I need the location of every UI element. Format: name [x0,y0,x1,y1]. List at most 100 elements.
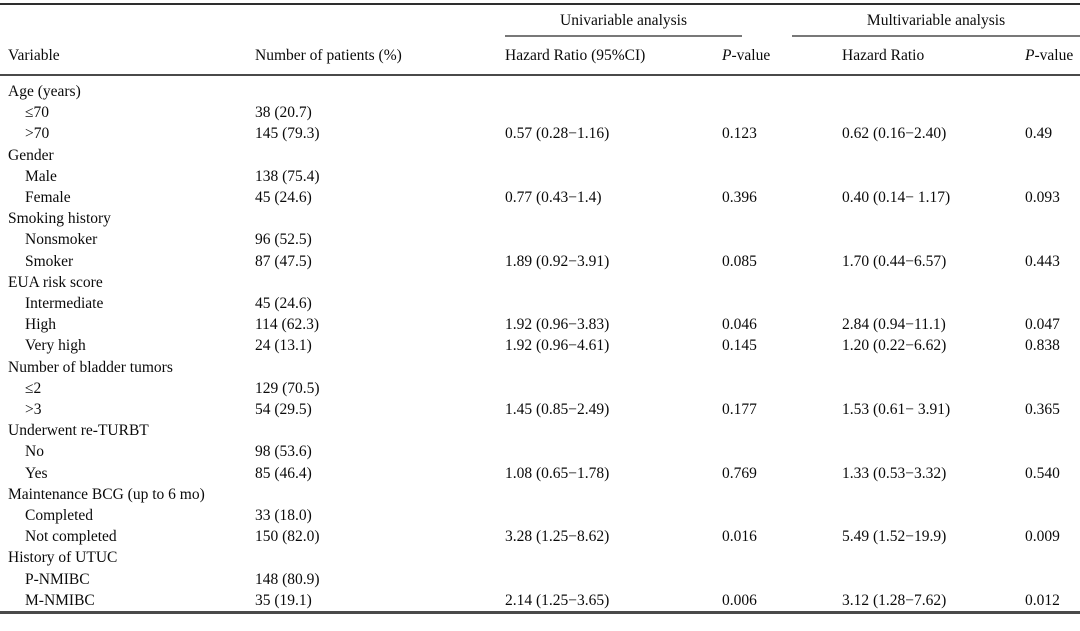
cell-p-multivariable [1025,357,1080,378]
cell-patients [255,547,505,568]
cell-patients: 24 (13.1) [255,337,312,355]
table-row: >3 54 (29.5) 1.45 (0.85−2.49) 0.177 1.53… [0,399,1080,420]
cell-variable: Maintenance BCG (up to 6 mo) [8,485,205,503]
cell-patients [255,484,505,505]
cell-hr-univariable [505,420,722,441]
cell-variable: Smoker [25,252,74,270]
column-header-row: Variable Number of patients (%) Hazard R… [0,37,1080,76]
cell-patients: 129 (70.5) [255,379,320,397]
cell-variable: History of UTUC [8,549,118,567]
cell-p-univariable [722,420,842,441]
cell-patients: 45 (24.6) [255,295,312,313]
cell-p-univariable [722,145,842,166]
cell-p-multivariable [1025,229,1080,250]
cell-patients: 96 (52.5) [255,231,312,249]
table-body: Age (years) ≤70 38 (20.7) >70 145 (79.3)… [0,75,1080,613]
cell-variable: Yes [25,464,48,482]
cell-p-multivariable: 0.009 [1025,528,1060,546]
cell-p-multivariable [1025,75,1080,102]
cell-p-univariable [722,378,842,399]
cell-p-multivariable [1025,102,1080,123]
cell-patients: 87 (47.5) [255,252,312,270]
cell-hr-univariable [505,357,722,378]
cell-variable: Age (years) [8,83,81,100]
cell-hr-multivariable [842,145,1025,166]
cell-p-univariable [722,357,842,378]
cell-p-univariable: 0.145 [722,337,757,355]
cell-hr-multivariable [842,293,1025,314]
cell-hr-multivariable [842,569,1025,590]
cell-p-univariable [722,441,842,462]
cell-hr-multivariable [842,441,1025,462]
cell-hr-univariable: 0.77 (0.43−1.4) [505,189,602,207]
cell-variable: Number of bladder tumors [8,358,173,376]
cell-hr-univariable [505,441,722,462]
cell-patients: 85 (46.4) [255,464,312,482]
table-row: Underwent re-TURBT [0,420,1080,441]
table-row: Number of bladder tumors [0,357,1080,378]
cell-hr-univariable: 1.45 (0.85−2.49) [505,401,610,419]
col-header-variable: Variable [0,37,255,76]
paper-table-page: { "colors": { "background": "#ffffff", "… [0,3,1080,631]
table-row: ≤70 38 (20.7) [0,102,1080,123]
cell-hr-multivariable: 1.53 (0.61− 3.91) [842,401,951,419]
cell-variable: High [25,316,56,334]
cell-variable: Smoking history [8,210,111,228]
cell-hr-univariable [505,484,722,505]
table-row: P-NMIBC 148 (80.9) [0,569,1080,590]
cell-patients [255,208,505,229]
cell-patients [255,75,505,102]
cell-p-univariable: 0.769 [722,464,757,482]
cell-hr-univariable [505,208,722,229]
cell-patients: 114 (62.3) [255,316,319,334]
cell-hr-multivariable: 1.33 (0.53−3.32) [842,464,947,482]
cell-p-multivariable: 0.365 [1025,401,1060,419]
cell-p-multivariable [1025,420,1080,441]
cell-hr-univariable: 0.57 (0.28−1.16) [505,125,610,143]
table-row: High 114 (62.3) 1.92 (0.96−3.83) 0.046 2… [0,314,1080,335]
cell-hr-univariable [505,102,722,123]
cell-patients [255,357,505,378]
cell-p-univariable [722,484,842,505]
cell-hr-multivariable [842,166,1025,187]
cell-hr-univariable [505,166,722,187]
cell-hr-univariable [505,505,722,526]
cell-hr-univariable [505,229,722,250]
cell-p-multivariable [1025,208,1080,229]
cell-patients: 38 (20.7) [255,104,312,122]
cell-patients: 148 (80.9) [255,570,320,588]
cell-hr-univariable [505,569,722,590]
cell-p-multivariable [1025,272,1080,293]
cell-hr-multivariable: 1.20 (0.22−6.62) [842,337,947,355]
cell-variable: Not completed [25,528,117,546]
cell-variable: >3 [25,401,42,419]
cell-p-univariable [722,547,842,568]
cell-p-univariable: 0.016 [722,528,757,546]
table-row: EUA risk score [0,272,1080,293]
cell-hr-multivariable [842,208,1025,229]
cell-variable: P-NMIBC [25,570,90,588]
cell-hr-multivariable [842,505,1025,526]
cell-patients: 138 (75.4) [255,167,320,185]
results-table: Univariable analysis Multivariable analy… [0,3,1080,615]
cell-hr-multivariable [842,357,1025,378]
cell-p-multivariable [1025,484,1080,505]
cell-hr-univariable [505,547,722,568]
univariable-analysis-header: Univariable analysis [505,4,842,37]
col-header-hr-univariable: Hazard Ratio (95%CI) [505,37,722,76]
cell-hr-univariable: 1.92 (0.96−3.83) [505,316,610,334]
cell-hr-multivariable [842,420,1025,441]
cell-variable: Completed [25,507,94,525]
cell-variable: ≤70 [25,104,50,122]
cell-p-multivariable [1025,166,1080,187]
col-header-patients: Number of patients (%) [255,37,505,76]
cell-p-multivariable [1025,378,1080,399]
cell-p-univariable: 0.177 [722,401,757,419]
cell-patients: 35 (19.1) [255,591,312,609]
cell-p-univariable [722,229,842,250]
cell-p-univariable: 0.123 [722,125,757,143]
cell-variable: Nonsmoker [25,231,98,249]
cell-hr-multivariable [842,272,1025,293]
cell-variable: Underwent re-TURBT [8,422,149,440]
cell-hr-univariable [505,378,722,399]
